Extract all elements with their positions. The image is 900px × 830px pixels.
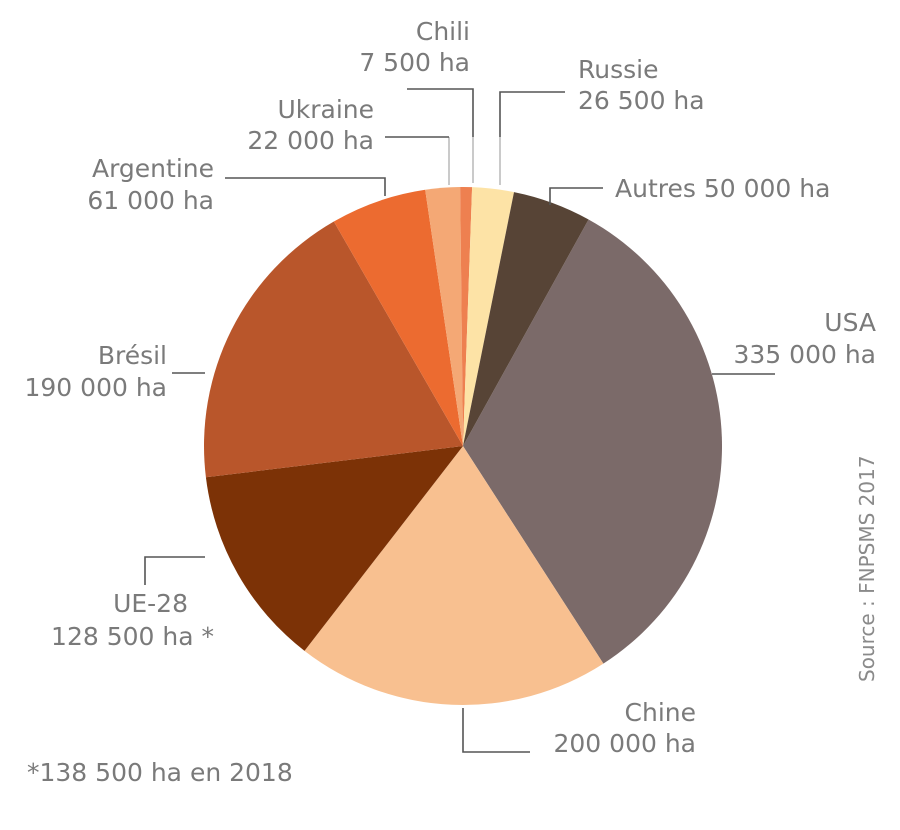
leader-line-autres [549, 187, 603, 205]
pie-slice-autres [463, 192, 589, 446]
label-name-argentine: Argentine [92, 154, 214, 183]
footnote: *138 500 ha en 2018 [27, 758, 293, 787]
label-value-ue28: 128 500 ha * [51, 622, 214, 651]
label-value-russie: 26 500 ha [578, 86, 705, 115]
label-name-ukraine: Ukraine [277, 95, 374, 124]
label-value-argentine: 61 000 ha [87, 186, 214, 215]
label-name-usa: USA [824, 308, 876, 337]
slice-labels: USA 335 000 ha Chine 200 000 ha UE-28 12… [25, 17, 877, 758]
label-name-russie: Russie [578, 55, 658, 84]
label-value-usa: 335 000 ha [734, 340, 877, 369]
label-value-chine: 200 000 ha [554, 729, 697, 758]
label-autres: Autres 50 000 ha [615, 174, 830, 203]
label-name-chili: Chili [416, 17, 470, 46]
pie-slice-ue-28 [205, 446, 463, 651]
leader-line-argentine [225, 177, 386, 196]
pie-slices [204, 187, 723, 706]
label-value-chili: 7 500 ha [359, 48, 470, 77]
label-name-chine: Chine [625, 698, 696, 727]
label-value-autres: 50 000 ha [704, 174, 831, 203]
pie-slice-argentine [333, 189, 463, 446]
label-value-ukraine: 22 000 ha [247, 126, 374, 155]
label-value-bresil: 190 000 ha [25, 373, 168, 402]
label-name-ue28: UE-28 [113, 589, 188, 618]
leader-line-chili [407, 88, 474, 137]
pie-slice-br-sil [204, 221, 463, 478]
source-note: Source : FNPSMS 2017 [855, 455, 879, 682]
leader-line-russie [499, 91, 565, 137]
pie-slice-ukraine [425, 187, 463, 446]
label-name-autres: Autres [615, 174, 696, 203]
pie-slice-usa [463, 219, 723, 664]
label-name-bresil: Brésil [98, 341, 167, 370]
leader-line-ue28 [144, 556, 205, 585]
pie-slice-chine [304, 446, 604, 706]
leader-lines [144, 88, 775, 753]
pie-slice-chili [460, 187, 473, 446]
pie-slice-russie [463, 187, 515, 446]
leader-line-chine [462, 708, 530, 753]
